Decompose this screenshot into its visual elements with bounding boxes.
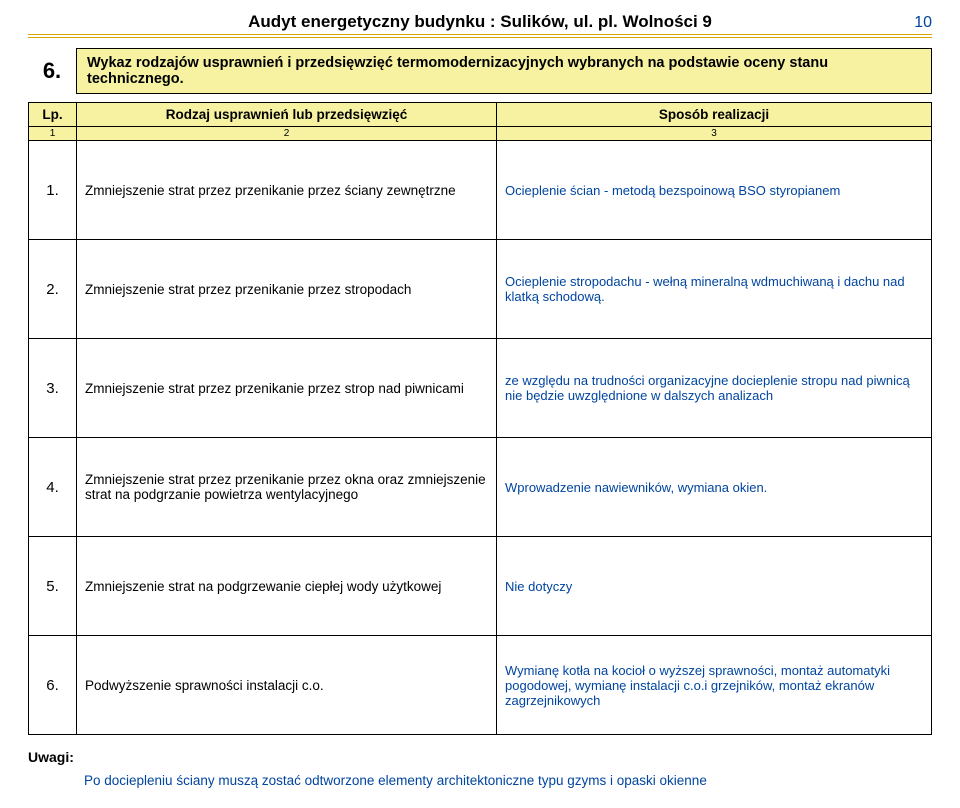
cell-real: Nie dotyczy bbox=[497, 537, 932, 636]
subheader-1: 1 bbox=[29, 127, 77, 141]
section-number: 6. bbox=[28, 48, 76, 94]
header-title: Audyt energetyczny budynku : Sulików, ul… bbox=[68, 12, 892, 32]
table-row: 4. Zmniejszenie strat przez przenikanie … bbox=[29, 438, 932, 537]
page-container: Audyt energetyczny budynku : Sulików, ul… bbox=[0, 0, 960, 808]
cell-desc: Zmniejszenie strat przez przenikanie prz… bbox=[77, 339, 497, 438]
cell-lp: 5. bbox=[29, 537, 77, 636]
table-row: 6. Podwyższenie sprawności instalacji c.… bbox=[29, 636, 932, 735]
cell-lp: 1. bbox=[29, 141, 77, 240]
cell-desc: Podwyższenie sprawności instalacji c.o. bbox=[77, 636, 497, 735]
section-title: Wykaz rodzajów usprawnień i przedsięwzię… bbox=[76, 48, 932, 94]
col-header-lp: Lp. bbox=[29, 103, 77, 127]
cell-real: Ocieplenie ścian - metodą bezspoinową BS… bbox=[497, 141, 932, 240]
table-row: 3. Zmniejszenie strat przez przenikanie … bbox=[29, 339, 932, 438]
cell-desc: Zmniejszenie strat przez przenikanie prz… bbox=[77, 240, 497, 339]
subheader-2: 2 bbox=[77, 127, 497, 141]
col-header-desc: Rodzaj usprawnień lub przedsięwzięć bbox=[77, 103, 497, 127]
table-row: 5. Zmniejszenie strat na podgrzewanie ci… bbox=[29, 537, 932, 636]
table-row: 1. Zmniejszenie strat przez przenikanie … bbox=[29, 141, 932, 240]
remarks-block: Uwagi: Po dociepleniu ściany muszą zosta… bbox=[28, 749, 932, 788]
table-row: 2. Zmniejszenie strat przez przenikanie … bbox=[29, 240, 932, 339]
table-subheader-row: 1 2 3 bbox=[29, 127, 932, 141]
cell-lp: 2. bbox=[29, 240, 77, 339]
cell-lp: 6. bbox=[29, 636, 77, 735]
cell-desc: Zmniejszenie strat przez przenikanie prz… bbox=[77, 438, 497, 537]
cell-real: Wymianę kotła na kocioł o wyższej sprawn… bbox=[497, 636, 932, 735]
col-header-real: Sposób realizacji bbox=[497, 103, 932, 127]
remarks-text: Po dociepleniu ściany muszą zostać odtwo… bbox=[28, 773, 932, 788]
page-header: Audyt energetyczny budynku : Sulików, ul… bbox=[28, 12, 932, 38]
cell-lp: 4. bbox=[29, 438, 77, 537]
cell-real: ze względu na trudności organizacyjne do… bbox=[497, 339, 932, 438]
cell-lp: 3. bbox=[29, 339, 77, 438]
cell-desc: Zmniejszenie strat na podgrzewanie ciepł… bbox=[77, 537, 497, 636]
subheader-3: 3 bbox=[497, 127, 932, 141]
section-heading-row: 6. Wykaz rodzajów usprawnień i przedsięw… bbox=[28, 48, 932, 94]
cell-desc: Zmniejszenie strat przez przenikanie prz… bbox=[77, 141, 497, 240]
improvements-table: Lp. Rodzaj usprawnień lub przedsięwzięć … bbox=[28, 102, 932, 735]
remarks-label: Uwagi: bbox=[28, 749, 932, 765]
table-header-row: Lp. Rodzaj usprawnień lub przedsięwzięć … bbox=[29, 103, 932, 127]
page-number: 10 bbox=[892, 14, 932, 32]
cell-real: Ocieplenie stropodachu - wełną mineralną… bbox=[497, 240, 932, 339]
cell-real: Wprowadzenie nawiewników, wymiana okien. bbox=[497, 438, 932, 537]
